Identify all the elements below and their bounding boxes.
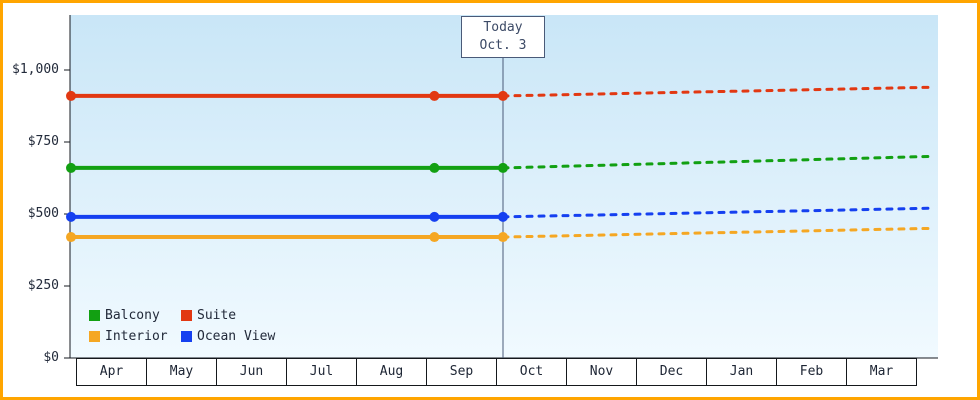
legend-label: Balcony [105,308,160,323]
month-cell-feb: Feb [776,358,847,386]
legend-color-swatch [181,310,192,321]
x-axis-month-row: Apr May Jun Jul Aug Sep Oct Nov Dec Jan Feb Mar [76,358,917,386]
series-forecast-interior [501,226,932,239]
series-dot-ocean-view [429,211,440,222]
legend-color-swatch [181,331,192,342]
series-dot-interior [66,232,76,243]
y-axis-label: $250 [27,278,59,293]
month-cell-dec: Dec [636,358,707,386]
series-dot-ocean-view [498,211,508,222]
y-axis-label: $0 [43,350,59,365]
legend-item-balcony: Balcony [89,308,181,323]
y-axis-labels: $0 $250 $500 $750 $1,000 [3,3,62,397]
legend: Balcony Suite Interior Ocean View [89,308,275,344]
legend-label: Interior [105,329,168,344]
series-dot-suite [429,90,440,101]
series-dot-interior [498,232,508,243]
legend-item-suite: Suite [181,308,275,323]
series-dot-suite [498,90,508,101]
today-label-line1: Today [483,20,523,35]
legend-label: Suite [197,308,237,323]
series-forecast-suite [501,85,932,98]
chart-canvas [64,15,938,359]
series-dot-ocean-view [66,211,76,222]
y-axis-label: $750 [27,134,59,149]
plot-background [70,15,938,358]
legend-label: Ocean View [197,329,276,344]
month-cell-jun: Jun [216,358,287,386]
legend-color-swatch [89,310,100,321]
month-cell-sep: Sep [426,358,497,386]
today-marker-label: Today Oct. 3 [461,16,545,58]
legend-item-interior: Interior [89,329,181,344]
series-forecast-ocean-view [501,206,932,219]
month-cell-apr: Apr [76,358,147,386]
series-dot-interior [429,232,440,243]
series-forecast-balcony [501,154,932,170]
month-cell-may: May [146,358,217,386]
series-dot-balcony [429,162,440,173]
series-dot-balcony [498,162,508,173]
y-axis-label: $1,000 [12,62,59,77]
legend-item-ocean-view: Ocean View [181,329,275,344]
month-cell-mar: Mar [846,358,917,386]
month-cell-oct: Oct [496,358,567,386]
series-dot-suite [66,90,76,101]
month-cell-nov: Nov [566,358,637,386]
month-cell-jul: Jul [286,358,357,386]
today-label-line2: Oct. 3 [479,38,527,53]
y-axis-label: $500 [27,206,59,221]
month-cell-aug: Aug [356,358,427,386]
legend-color-swatch [89,331,100,342]
series-dot-balcony [66,162,76,173]
month-cell-jan: Jan [706,358,777,386]
